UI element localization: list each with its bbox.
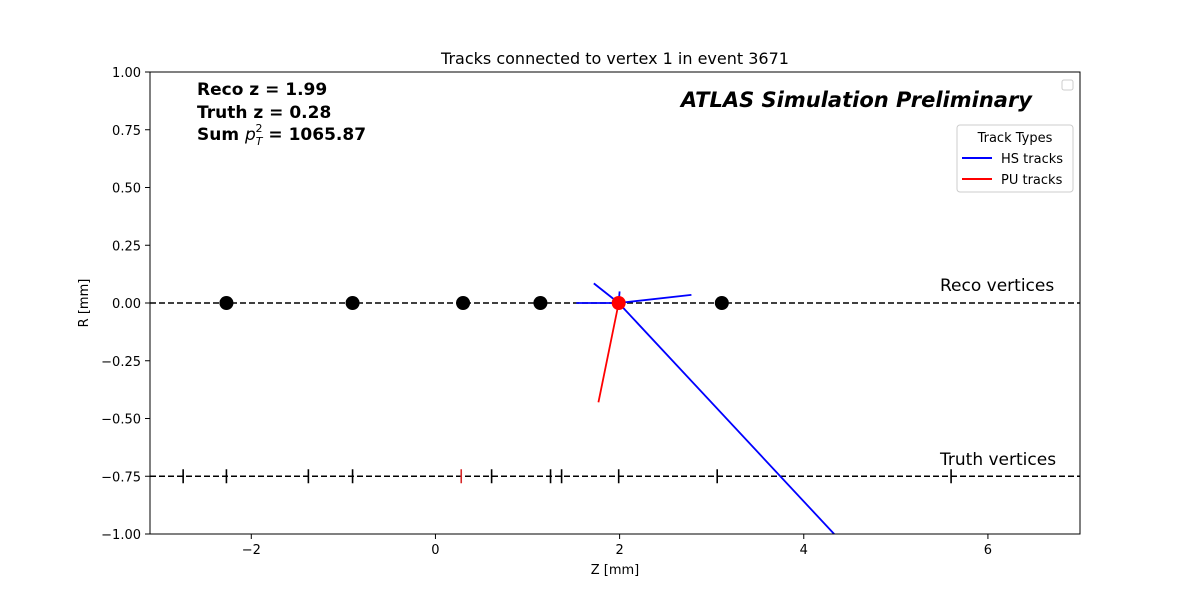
- info-annotation: Reco z = 1.99 Truth z = 0.28 Sum pT2 = 1…: [197, 80, 366, 148]
- y-tick-label: 0.25: [112, 239, 141, 254]
- y-tick-label: 0.00: [112, 297, 141, 312]
- y-tick-label: −0.50: [101, 413, 141, 428]
- x-tick-label: 0: [431, 543, 439, 558]
- reco-vertices-label: Reco vertices: [940, 276, 1054, 296]
- truth-z-text: Truth z = 0.28: [197, 103, 331, 123]
- selected-reco-vertex-marker: [611, 296, 626, 310]
- y-tick-label: 0.50: [112, 182, 141, 197]
- x-tick-label: 6: [984, 543, 992, 558]
- track-lines: [576, 282, 835, 535]
- reco-vertex-marker: [345, 296, 360, 310]
- sum-pt2-text: Sum pT2 = 1065.87: [197, 122, 366, 148]
- legend: Track Types HS tracks PU tracks: [956, 124, 1074, 193]
- atlas-watermark: ATLAS Simulation Preliminary: [679, 88, 1033, 112]
- reco-vertex-marker: [456, 296, 471, 310]
- truth-vertices-label: Truth vertices: [939, 450, 1056, 470]
- x-axis-label: Z [mm]: [591, 563, 640, 578]
- reco-z-text: Reco z = 1.99: [197, 80, 327, 100]
- y-tick-label: −0.25: [101, 355, 141, 370]
- y-tick-label: −1.00: [101, 528, 141, 543]
- x-axis-ticks: −2 0 2 4 6: [242, 534, 992, 558]
- plot-area: [149, 71, 1081, 535]
- y-tick-label: 1.00: [112, 66, 141, 81]
- legend-label-pu: PU tracks: [1001, 173, 1063, 188]
- hs-track: [618, 294, 692, 304]
- x-tick-label: 2: [615, 543, 623, 558]
- chart-title: Tracks connected to vertex 1 in event 36…: [440, 49, 789, 68]
- reco-vertex-marker: [714, 296, 729, 310]
- reco-vertex-marker: [219, 296, 234, 310]
- legend-frame: [956, 124, 1074, 193]
- x-tick-label: −2: [242, 543, 261, 558]
- legend-label-hs: HS tracks: [1001, 152, 1063, 167]
- vertex-markers: [182, 296, 952, 484]
- x-tick-label: 4: [800, 543, 808, 558]
- pu-track: [597, 302, 620, 403]
- y-axis-label: R [mm]: [77, 279, 92, 328]
- legend-title: Track Types: [977, 131, 1053, 146]
- y-tick-label: 0.75: [112, 124, 141, 139]
- y-axis-ticks: −1.00 −0.75 −0.50 −0.25 0.00 0.25 0.50 0.75 1.00: [101, 66, 150, 543]
- y-tick-label: −0.75: [101, 470, 141, 485]
- hs-track: [618, 302, 835, 535]
- reco-vertex-marker: [533, 296, 548, 310]
- empty-legend-box: [1061, 79, 1074, 91]
